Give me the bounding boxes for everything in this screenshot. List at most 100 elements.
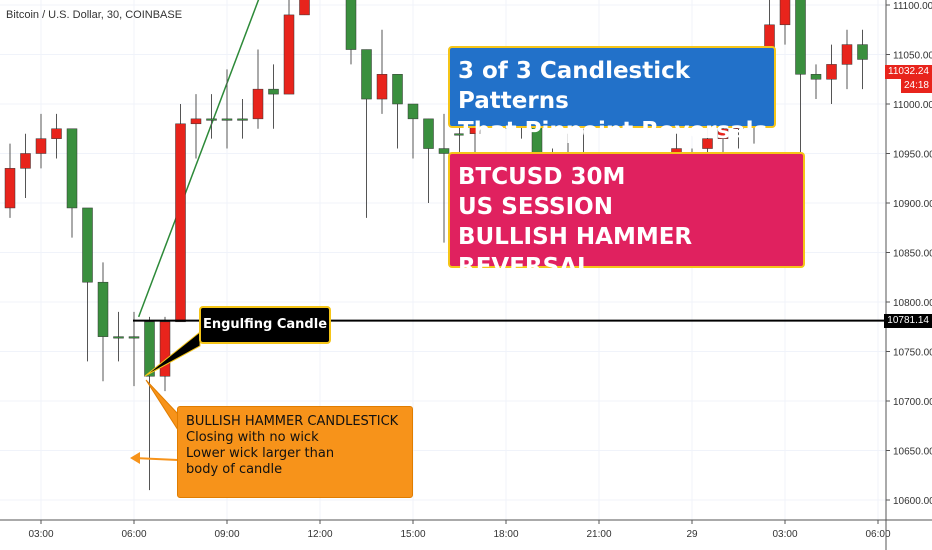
candle [283, 0, 295, 95]
candle [237, 99, 248, 139]
title-line-1: 3 of 3 Candlestick Patterns [458, 58, 691, 114]
candle [795, 0, 806, 184]
candle [4, 143, 16, 218]
candle-body [841, 44, 853, 65]
candle [810, 64, 822, 100]
candle [841, 29, 853, 90]
hammer-box: BULLISH HAMMER CANDLESTICK Closing with … [177, 406, 413, 498]
candle [857, 29, 868, 90]
session-line-1: BTCUSD 30M [458, 164, 626, 190]
hammer-line-2: Lower wick larger than [186, 446, 335, 461]
x-tick-label: 06:00 [865, 529, 890, 540]
candle [66, 128, 78, 238]
candle-body [810, 74, 822, 80]
candle-body [20, 153, 31, 169]
y-tick-label: 10800.00 [893, 298, 932, 309]
candle [438, 113, 450, 243]
candle-body [190, 118, 202, 125]
x-tick-label: 15:00 [400, 529, 425, 540]
candle [20, 133, 31, 199]
candle [299, 0, 310, 16]
candle [35, 113, 47, 169]
session-box: BTCUSD 30M US SESSION BULLISH HAMMER REV… [448, 152, 805, 280]
candle-body [392, 74, 403, 105]
y-tick-label: 11050.00 [893, 51, 932, 62]
candle-body [268, 88, 279, 95]
candle-body [361, 49, 372, 100]
session-line-3: BULLISH HAMMER REVERSAL [458, 224, 693, 280]
session-line-2: US SESSION [458, 194, 613, 220]
candle-body [66, 128, 78, 209]
hammer-title: BULLISH HAMMER CANDLESTICK [186, 414, 399, 429]
candle-body [35, 138, 47, 154]
hammer-pointer [145, 379, 179, 432]
candle-body [717, 128, 729, 139]
level-badge: 10781.14 [884, 313, 932, 328]
candle [128, 311, 140, 387]
candle-body [438, 148, 450, 154]
candle [252, 49, 264, 129]
candle [423, 118, 434, 203]
candle-body [4, 168, 16, 209]
candle [361, 49, 372, 218]
candle [113, 311, 124, 362]
trend-line-layer [137, 0, 260, 318]
candle [82, 207, 93, 362]
x-tick-label: 06:00 [121, 529, 146, 540]
x-tick-label: 03:00 [28, 529, 53, 540]
candle-body [97, 281, 109, 337]
candle-body [113, 336, 124, 339]
candle-body [252, 88, 264, 120]
candle-body [857, 44, 868, 60]
candle [826, 44, 837, 104]
x-tick-label: 29 [686, 529, 698, 540]
trend-line [137, 0, 260, 318]
y-tick-label: 10600.00 [893, 496, 932, 507]
candle-body [702, 138, 713, 149]
candle [206, 94, 217, 139]
engulfing-label: Engulfing Candle [199, 306, 331, 344]
candle-body [779, 0, 791, 26]
candle-body [175, 123, 186, 323]
candle [159, 316, 171, 392]
symbol-label: Bitcoin / U.S. Dollar, 30, COINBASE [6, 9, 183, 21]
candle [268, 64, 279, 129]
candle-body [159, 321, 171, 377]
x-tick-label: 21:00 [586, 529, 611, 540]
candle [221, 69, 233, 149]
candle-body [454, 133, 465, 136]
candle-body [407, 103, 419, 120]
candle-body [128, 336, 140, 339]
lower-wick-arrow [133, 457, 179, 461]
hammer-line-1: Closing with no wick [186, 430, 319, 445]
candle [407, 103, 419, 159]
x-tick-label: 09:00 [214, 529, 239, 540]
candle-body [221, 118, 233, 121]
candle-body [283, 14, 295, 95]
x-tick-label: 03:00 [772, 529, 797, 540]
candle [779, 0, 791, 45]
candle-body [423, 118, 434, 149]
candle [190, 94, 202, 159]
candle-body [237, 118, 248, 121]
candle-body [144, 321, 155, 377]
candle [144, 316, 155, 491]
candle [51, 113, 62, 159]
title-box: 3 of 3 Candlestick Patterns That Pinpoin… [448, 46, 776, 144]
x-tick-label: 12:00 [307, 529, 332, 540]
y-tick-label: 10850.00 [893, 249, 932, 260]
candle [97, 262, 109, 382]
hammer-line-3: body of candle [186, 462, 283, 477]
y-tick-label: 10750.00 [893, 348, 932, 359]
candle [175, 104, 186, 323]
candle-body [51, 128, 62, 139]
candle-body [826, 64, 837, 80]
candle-body [299, 0, 310, 16]
lower-wick-arrowhead [130, 452, 140, 464]
candle-body [345, 0, 357, 50]
x-tick-label: 18:00 [493, 529, 518, 540]
candle [392, 74, 403, 149]
y-tick-label: 11000.00 [893, 100, 932, 111]
candle-body [795, 0, 806, 75]
